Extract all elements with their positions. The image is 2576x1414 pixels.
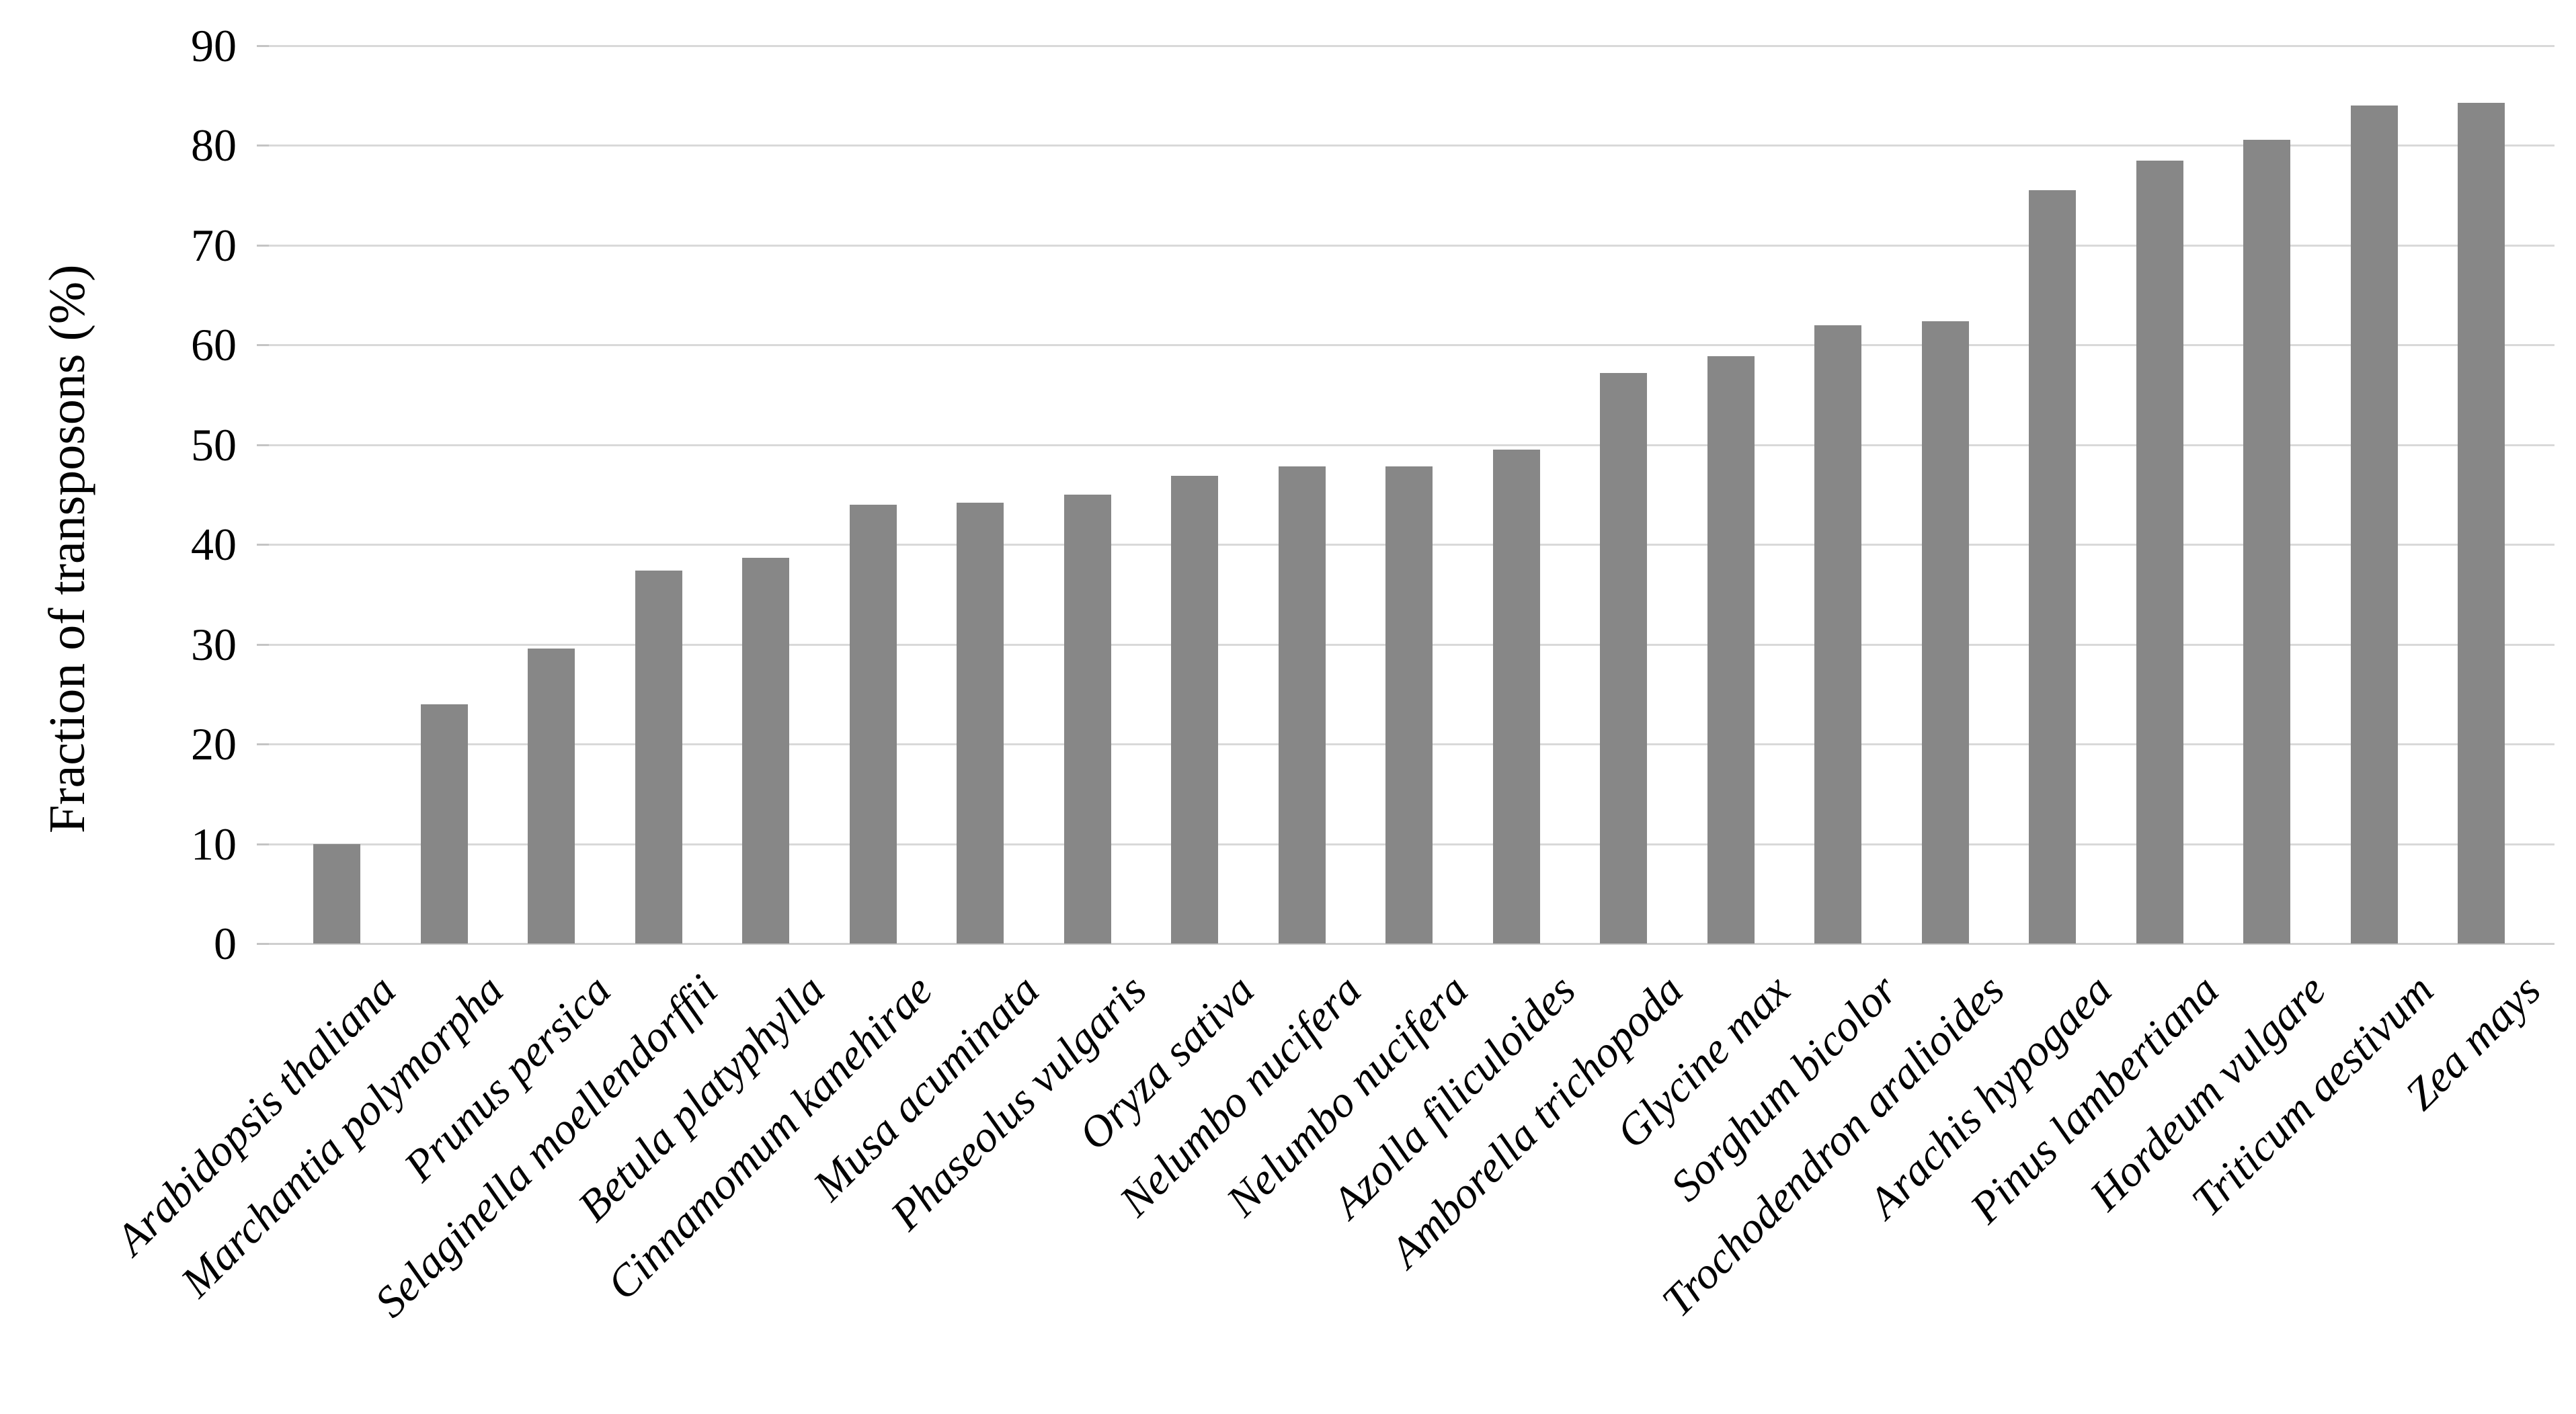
y-tick-mark (257, 743, 269, 745)
y-tick-label: 0 (214, 918, 237, 969)
y-tick-mark (257, 245, 269, 247)
bar (1064, 495, 1111, 944)
y-tick-mark (257, 45, 269, 47)
y-tick-label: 80 (191, 120, 237, 171)
bar (1171, 476, 1218, 944)
y-tick-label: 10 (191, 819, 237, 870)
bar (2029, 190, 2076, 944)
y-tick-label: 90 (191, 20, 237, 71)
y-tick-mark (257, 843, 269, 845)
y-tick-label: 40 (191, 519, 237, 570)
bar (2136, 161, 2183, 944)
y-tick-label: 70 (191, 220, 237, 271)
bar (2351, 106, 2398, 944)
y-tick-label: 50 (191, 419, 237, 470)
bar (1493, 450, 1540, 944)
y-tick-mark (257, 444, 269, 446)
bar (635, 571, 682, 944)
gridline (269, 344, 2554, 346)
bar (1279, 466, 1326, 944)
bar (421, 704, 468, 944)
bar (2458, 103, 2505, 944)
gridline (269, 444, 2554, 446)
bar (1707, 356, 1755, 944)
y-tick-label: 20 (191, 718, 237, 770)
x-axis-line (269, 943, 2554, 945)
bar (1922, 321, 1969, 944)
bar (742, 558, 789, 944)
bar (313, 844, 360, 944)
y-axis-title: Fraction of transposons (%) (39, 264, 95, 833)
y-tick-label: 30 (191, 619, 237, 670)
y-tick-mark (257, 344, 269, 346)
y-tick-mark (257, 144, 269, 147)
bar (850, 505, 897, 944)
gridline (269, 245, 2554, 247)
gridline (269, 45, 2554, 47)
bar (1814, 325, 1861, 944)
y-tick-mark (257, 644, 269, 646)
bar (957, 503, 1004, 944)
y-tick-mark (257, 544, 269, 546)
gridline (269, 144, 2554, 147)
y-tick-mark (257, 943, 269, 945)
y-tick-label: 60 (191, 319, 237, 370)
bar (2243, 140, 2290, 944)
bar (1385, 466, 1433, 944)
bar (528, 649, 575, 944)
bar (1600, 373, 1647, 944)
